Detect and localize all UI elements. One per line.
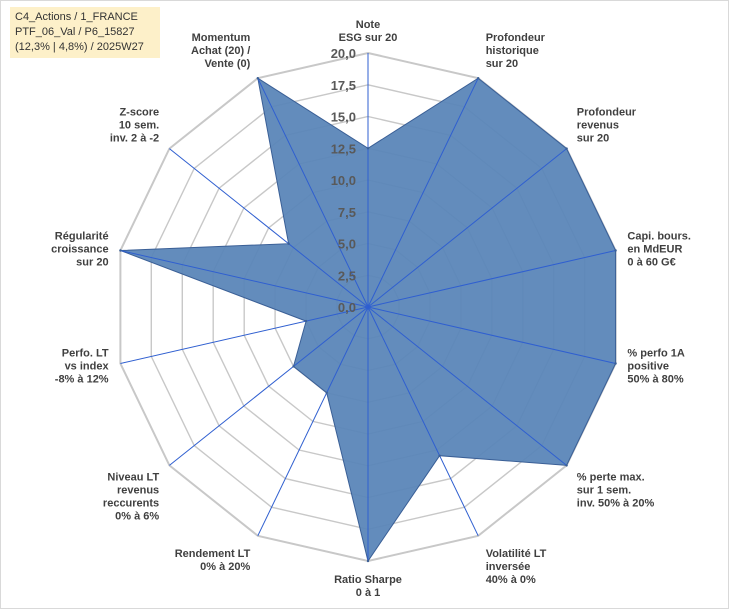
axis-spoke (367, 148, 567, 308)
category-label-line: Momentum (192, 32, 251, 44)
category-label-line: Capi. bours. (627, 231, 691, 243)
data-point (366, 559, 370, 563)
category-label-line: Régularité (55, 231, 109, 243)
data-point (325, 391, 328, 394)
category-label-line: Z-score (119, 107, 159, 119)
axis-spoke (367, 306, 567, 466)
category-label-line: -8% à 12% (55, 373, 109, 385)
category-label-line: Note (356, 19, 380, 31)
axis-spoke (120, 250, 369, 308)
tick-label: 0,0 (338, 300, 356, 315)
data-point (256, 77, 259, 80)
data-point (287, 242, 290, 245)
portfolio-info-box: C4_Actions / 1_FRANCE PTF_06_Val / P6_15… (10, 7, 160, 58)
category-label-line: vs index (65, 360, 110, 372)
category-label-line: inversée (486, 561, 531, 573)
tick-label: 7,5 (338, 205, 356, 220)
category-label-line: reccurents (103, 497, 159, 509)
category-label: Volatilité LT inversée 40% à 0% (486, 548, 547, 586)
category-label: % perte max. sur 1 sem. inv. 50% à 20% (577, 471, 655, 509)
category-label: Capi. bours. en MdEUR 0 à 60 G€ (627, 231, 691, 269)
category-label-line: % perfo 1A (627, 347, 685, 359)
category-label: Niveau LT revenus reccurents 0% à 6% (103, 471, 160, 522)
data-point (438, 454, 441, 457)
category-label-line: sur 20 (76, 257, 108, 269)
data-point (119, 249, 122, 252)
category-label: Momentum Achat (20) / Vente (0) (191, 32, 251, 70)
info-line-2: PTF_06_Val / P6_15827 (15, 26, 135, 38)
category-label: Ratio Sharpe 0 à 1 (334, 574, 402, 599)
data-point (565, 464, 568, 467)
axis-spoke (169, 148, 369, 308)
category-label-line: Rendement LT (175, 548, 251, 560)
category-label-line: Profondeur (486, 32, 546, 44)
category-label: Régularité croissance sur 20 (51, 231, 108, 269)
category-label-line: 0% à 6% (115, 510, 159, 522)
category-label-line: revenus (577, 120, 619, 132)
axis-spoke (257, 77, 369, 308)
category-label-line: sur 1 sem. (577, 484, 631, 496)
category-label: Profondeur historique sur 20 (486, 32, 546, 70)
tick-label: 17,5 (331, 78, 356, 93)
axis-spoke (257, 306, 369, 537)
category-label-line: 0 à 1 (356, 587, 380, 599)
tick-label: 5,0 (338, 237, 356, 252)
axis-spoke (367, 77, 479, 308)
data-point (565, 147, 568, 150)
category-label-line: 40% à 0% (486, 574, 536, 586)
category-label-line: Niveau LT (107, 471, 159, 483)
category-label-line: sur 20 (577, 133, 609, 145)
info-line-1: C4_Actions / 1_FRANCE (15, 11, 138, 23)
category-label-line: 50% à 80% (627, 373, 683, 385)
category-label-line: revenus (117, 484, 159, 496)
info-line-3: (12,3% | 4,8%) / 2025W27 (15, 41, 144, 53)
category-label-line: Perfo. LT (62, 347, 109, 359)
category-label-line: inv. 50% à 20% (577, 497, 655, 509)
axis-spoke (367, 306, 479, 537)
category-label-line: Ratio Sharpe (334, 574, 402, 586)
category-label-line: Vente (0) (204, 58, 250, 70)
tick-label: 15,0 (331, 110, 356, 125)
tick-label: 12,5 (331, 141, 356, 156)
tick-label: 2,5 (338, 268, 356, 283)
axis-spoke (367, 306, 616, 364)
category-label-line: sur 20 (486, 58, 518, 70)
tick-label: 10,0 (331, 173, 356, 188)
category-label-line: positive (627, 360, 669, 372)
category-label: Perfo. LT vs index -8% à 12% (55, 347, 110, 385)
category-label-line: Achat (20) / (191, 45, 250, 57)
data-point (292, 365, 295, 368)
data-point (304, 319, 308, 323)
data-point (366, 147, 370, 150)
tick-label: 20,0 (331, 46, 356, 61)
category-label: Note ESG sur 20 (339, 19, 398, 44)
data-point (614, 249, 617, 252)
category-label: Profondeur revenus sur 20 (577, 107, 637, 145)
category-label-line: Volatilité LT (486, 548, 547, 560)
category-label-line: historique (486, 45, 539, 57)
axis-spoke (169, 306, 369, 466)
data-point (614, 362, 617, 365)
data-point (477, 77, 480, 80)
axis-spoke (120, 306, 369, 364)
category-label: % perfo 1A positive 50% à 80% (627, 347, 685, 385)
category-label-line: Profondeur (577, 107, 637, 119)
category-label-line: 10 sem. (119, 120, 159, 132)
category-label-line: ESG sur 20 (339, 32, 398, 44)
category-label-line: inv. 2 à -2 (110, 133, 159, 145)
category-label: Rendement LT 0% à 20% (175, 548, 251, 573)
category-label-line: croissance (51, 244, 108, 256)
category-label-line: % perte max. (577, 471, 645, 483)
category-label-line: 0% à 20% (200, 561, 250, 573)
category-label: Z-score 10 sem. inv. 2 à -2 (110, 107, 159, 145)
category-label-line: en MdEUR (627, 244, 682, 256)
category-label-line: 0 à 60 G€ (627, 257, 675, 269)
axis-spoke (367, 250, 616, 308)
